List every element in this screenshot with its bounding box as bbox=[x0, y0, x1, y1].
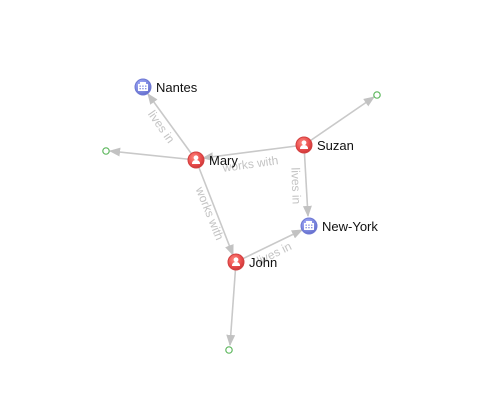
node-label-mary: Mary bbox=[209, 153, 238, 168]
stub-node-bottom[interactable] bbox=[225, 346, 233, 354]
edge-mary-nantes[interactable] bbox=[147, 93, 197, 161]
edge-labels: lives in works with works with lives in … bbox=[145, 108, 304, 268]
stub-nodes bbox=[102, 91, 381, 354]
edge-suzan-newyork[interactable] bbox=[302, 144, 312, 218]
building-icon bbox=[138, 82, 148, 91]
node-new-york[interactable]: New-York bbox=[300, 217, 378, 235]
building-icon bbox=[304, 221, 314, 230]
stub-node-left[interactable] bbox=[102, 147, 110, 155]
node-label-nantes: Nantes bbox=[156, 80, 198, 95]
node-label-new-york: New-York bbox=[322, 219, 378, 234]
edge-label-suzan-newyork: lives in bbox=[288, 167, 303, 204]
edge-suzan-stub[interactable] bbox=[303, 96, 375, 146]
node-nantes[interactable]: Nantes bbox=[134, 78, 198, 96]
edge-john-stub[interactable] bbox=[226, 261, 237, 347]
stub-node-top-right[interactable] bbox=[373, 91, 381, 99]
person-icon bbox=[232, 257, 240, 266]
edge-suzan-mary[interactable] bbox=[201, 144, 305, 162]
edge-john-newyork[interactable] bbox=[235, 229, 304, 263]
node-label-john: John bbox=[249, 255, 277, 270]
node-john[interactable]: John bbox=[227, 253, 277, 271]
person-icon bbox=[300, 140, 308, 149]
person-icon bbox=[192, 155, 200, 164]
node-mary[interactable]: Mary bbox=[187, 151, 238, 169]
edges bbox=[108, 93, 375, 347]
edge-mary-john[interactable] bbox=[195, 159, 234, 257]
edge-mary-stub[interactable] bbox=[108, 147, 197, 161]
edge-label-mary-john: works with bbox=[192, 184, 226, 242]
node-suzan[interactable]: Suzan bbox=[295, 136, 354, 154]
node-label-suzan: Suzan bbox=[317, 138, 354, 153]
